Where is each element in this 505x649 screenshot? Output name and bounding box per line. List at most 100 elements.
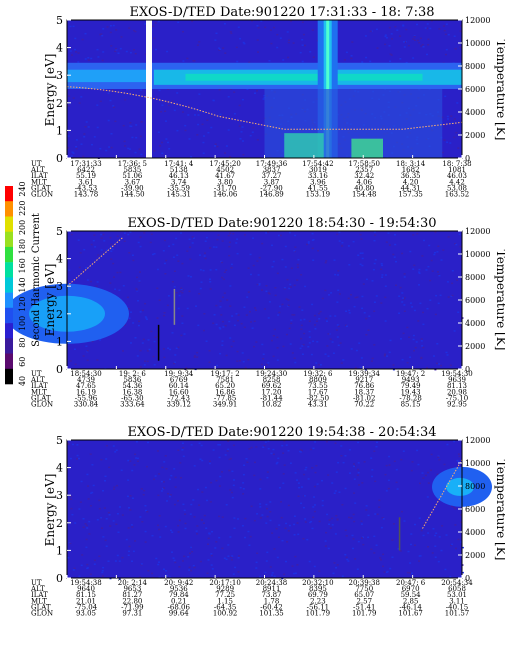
noise-pixel xyxy=(209,247,212,249)
noise-pixel xyxy=(189,513,192,515)
noise-pixel xyxy=(196,356,199,358)
noise-pixel xyxy=(115,449,118,451)
noise-pixel xyxy=(80,143,83,145)
noise-pixel xyxy=(459,46,462,48)
noise-pixel xyxy=(294,572,297,574)
noise-pixel xyxy=(96,359,99,361)
noise-pixel xyxy=(177,260,180,262)
noise-pixel xyxy=(287,304,290,307)
noise-pixel xyxy=(237,571,240,573)
noise-pixel xyxy=(412,38,415,40)
noise-pixel xyxy=(353,465,355,468)
noise-pixel xyxy=(356,474,359,476)
noise-pixel xyxy=(212,99,215,102)
table-cell: 41.67 xyxy=(215,172,235,180)
noise-pixel xyxy=(105,518,108,520)
table-cell: 4502 xyxy=(216,166,234,174)
noise-pixel xyxy=(130,524,133,526)
noise-pixel xyxy=(373,450,376,452)
noise-pixel xyxy=(227,234,230,237)
noise-pixel xyxy=(166,50,169,53)
noise-pixel xyxy=(403,273,406,275)
noise-pixel xyxy=(152,25,155,27)
table-cell: 44.31 xyxy=(401,184,421,192)
noise-pixel xyxy=(252,237,254,239)
table-cell: 144.50 xyxy=(120,191,145,199)
noise-pixel xyxy=(324,289,327,292)
noise-pixel xyxy=(230,345,233,348)
noise-pixel xyxy=(300,337,303,340)
noise-pixel xyxy=(244,536,246,539)
noise-pixel xyxy=(303,495,306,497)
noise-pixel xyxy=(209,278,211,280)
noise-pixel xyxy=(311,247,314,250)
noise-pixel xyxy=(355,349,358,352)
noise-pixel xyxy=(182,455,185,458)
noise-pixel xyxy=(190,444,193,446)
noise-pixel xyxy=(132,259,135,262)
noise-pixel xyxy=(425,269,428,271)
noise-pixel xyxy=(395,284,397,286)
noise-pixel xyxy=(419,482,421,485)
noise-pixel xyxy=(227,544,230,546)
noise-pixel xyxy=(291,565,294,567)
noise-pixel xyxy=(266,476,269,479)
noise-pixel xyxy=(218,49,221,51)
noise-pixel xyxy=(166,574,168,577)
noise-pixel xyxy=(173,362,176,365)
noise-pixel xyxy=(174,354,177,356)
noise-pixel xyxy=(222,47,225,49)
noise-pixel xyxy=(193,465,196,467)
noise-pixel xyxy=(287,450,290,452)
noise-pixel xyxy=(276,336,279,339)
table-cell: 101.79 xyxy=(352,610,377,618)
noise-pixel xyxy=(181,111,184,113)
noise-pixel xyxy=(89,505,92,507)
noise-pixel xyxy=(318,312,321,315)
noise-pixel xyxy=(245,314,248,316)
noise-pixel xyxy=(271,532,274,534)
noise-pixel xyxy=(286,31,289,33)
noise-pixel xyxy=(208,533,211,535)
noise-pixel xyxy=(109,577,112,580)
noise-pixel xyxy=(114,50,117,53)
noise-pixel xyxy=(227,129,230,131)
table-cell: 43.31 xyxy=(308,401,328,409)
noise-pixel xyxy=(419,302,422,305)
noise-pixel xyxy=(325,531,328,534)
noise-pixel xyxy=(215,304,218,307)
noise-pixel xyxy=(318,570,321,572)
table-cell: -35.59 xyxy=(168,184,190,192)
noise-pixel xyxy=(400,458,403,461)
noise-pixel xyxy=(129,495,132,497)
noise-pixel xyxy=(240,131,243,133)
noise-pixel xyxy=(236,252,239,255)
noise-pixel xyxy=(236,360,239,362)
noise-pixel xyxy=(437,456,440,458)
noise-pixel xyxy=(93,234,96,236)
y2-tick-label: 10000 xyxy=(465,459,490,468)
noise-pixel xyxy=(70,155,73,157)
noise-pixel xyxy=(380,526,383,529)
noise-pixel xyxy=(400,338,402,340)
noise-pixel xyxy=(416,39,419,42)
noise-pixel xyxy=(177,531,180,533)
noise-pixel xyxy=(186,57,189,60)
noise-pixel xyxy=(133,49,135,51)
noise-pixel xyxy=(421,472,424,474)
noise-pixel xyxy=(266,515,269,518)
noise-pixel xyxy=(401,358,404,361)
noise-pixel xyxy=(353,463,356,465)
noise-pixel xyxy=(437,245,440,247)
noise-pixel xyxy=(84,32,87,35)
noise-pixel xyxy=(228,241,231,244)
noise-pixel xyxy=(337,325,340,328)
table-cell: 81.15 xyxy=(76,591,96,599)
noise-pixel xyxy=(91,464,94,466)
noise-pixel xyxy=(360,520,363,522)
table-cell: 20: 2:14 xyxy=(118,579,148,587)
noise-pixel xyxy=(445,351,448,354)
temperature-trace xyxy=(66,86,463,130)
noise-pixel xyxy=(214,39,217,41)
